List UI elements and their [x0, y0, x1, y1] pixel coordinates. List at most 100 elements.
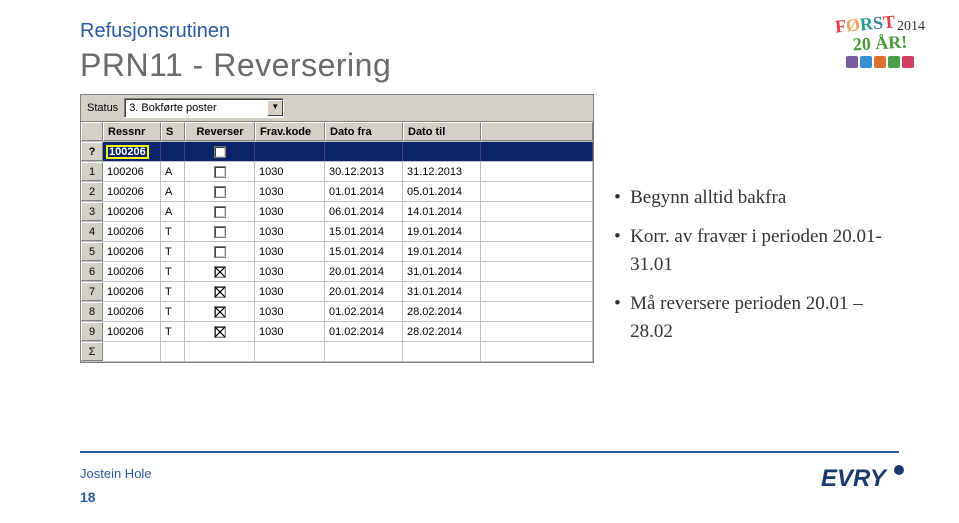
col-reverser[interactable]: Reverser [185, 122, 255, 141]
cell-datofra[interactable]: 20.01.2014 [325, 262, 403, 281]
cell-datofra[interactable]: 01.02.2014 [325, 302, 403, 321]
cell-fravkode[interactable]: 1030 [255, 262, 325, 281]
cell-ressnr[interactable]: 100206 [103, 142, 161, 161]
cell-fravkode[interactable]: 1030 [255, 222, 325, 241]
cell-datofra[interactable] [325, 142, 403, 161]
col-ressnr[interactable]: Ressnr [103, 122, 161, 141]
cell-reverser[interactable] [185, 282, 255, 301]
cell-datofra[interactable]: 06.01.2014 [325, 202, 403, 221]
cell-rest [481, 222, 593, 241]
cell-datotil[interactable]: 19.01.2014 [403, 222, 481, 241]
cell-datotil[interactable]: 31.12.2013 [403, 162, 481, 181]
cell-datofra[interactable]: 15.01.2014 [325, 222, 403, 241]
cell-s[interactable]: T [161, 282, 185, 301]
chevron-down-icon[interactable]: ▼ [267, 100, 283, 116]
slide-title: PRN11 - Reversering [80, 47, 899, 84]
cell-ressnr[interactable]: 100206 [103, 302, 161, 321]
table-row[interactable]: 4100206T103015.01.201419.01.2014 [81, 222, 593, 242]
row-sigma: Σ [81, 342, 103, 361]
checkbox-icon[interactable] [214, 166, 226, 178]
cell-s[interactable]: T [161, 322, 185, 341]
cell-datotil[interactable]: 31.01.2014 [403, 282, 481, 301]
row-index: 5 [81, 242, 103, 261]
checkbox-icon[interactable] [214, 286, 226, 298]
checkbox-icon[interactable] [214, 266, 226, 278]
cell-ressnr[interactable]: 100206 [103, 222, 161, 241]
logo-mini-icon [888, 56, 900, 68]
cell-reverser[interactable] [185, 222, 255, 241]
cell-reverser[interactable] [185, 262, 255, 281]
cell-fravkode[interactable]: 1030 [255, 242, 325, 261]
cell-fravkode[interactable]: 1030 [255, 302, 325, 321]
cell-ressnr[interactable]: 100206 [103, 182, 161, 201]
bullet-item: Korr. av fravær i perioden 20.01-31.01 [614, 223, 899, 280]
cell-datotil[interactable] [403, 142, 481, 161]
cell-reverser[interactable] [185, 322, 255, 341]
table-row[interactable]: 3100206A103006.01.201414.01.2014 [81, 202, 593, 222]
row-index: 2 [81, 182, 103, 201]
cell-fravkode[interactable] [255, 142, 325, 161]
col-datotil[interactable]: Dato til [403, 122, 481, 141]
logo-mini-icon [846, 56, 858, 68]
cell-datotil[interactable]: 14.01.2014 [403, 202, 481, 221]
cell-reverser[interactable] [185, 142, 255, 161]
col-s[interactable]: S [161, 122, 185, 141]
cell-s[interactable]: A [161, 202, 185, 221]
cell-fravkode[interactable]: 1030 [255, 202, 325, 221]
cell-datofra[interactable]: 15.01.2014 [325, 242, 403, 261]
checkbox-icon[interactable] [214, 326, 226, 338]
cell-ressnr[interactable]: 100206 [103, 202, 161, 221]
checkbox-icon[interactable] [214, 186, 226, 198]
cell-fravkode[interactable]: 1030 [255, 162, 325, 181]
cell-ressnr[interactable]: 100206 [103, 262, 161, 281]
table-row[interactable]: 7100206T 103020.01.201431.01.2014 [81, 282, 593, 302]
cell-s[interactable]: A [161, 182, 185, 201]
cell-s[interactable]: A [161, 162, 185, 181]
checkbox-icon[interactable] [214, 226, 226, 238]
cell-s[interactable]: T [161, 242, 185, 261]
table-row[interactable]: 5100206T 103015.01.201419.01.2014 [81, 242, 593, 262]
table-row[interactable]: 9100206T103001.02.201428.02.2014 [81, 322, 593, 342]
cell-s[interactable] [161, 142, 185, 161]
cell-datotil[interactable]: 28.02.2014 [403, 302, 481, 321]
checkbox-icon[interactable] [214, 246, 226, 258]
cell-datotil[interactable]: 28.02.2014 [403, 322, 481, 341]
cell-fravkode[interactable]: 1030 [255, 182, 325, 201]
cell-fravkode[interactable]: 1030 [255, 322, 325, 341]
grid-selected-row[interactable]: ? 100206 [81, 142, 593, 162]
cell-ressnr[interactable]: 100206 [103, 282, 161, 301]
table-row[interactable]: 1100206A103030.12.201331.12.2013 [81, 162, 593, 182]
cell-reverser[interactable] [185, 162, 255, 181]
cell-reverser[interactable] [185, 182, 255, 201]
cell-s[interactable]: T [161, 262, 185, 281]
col-fravkode[interactable]: Frav.kode [255, 122, 325, 141]
row-index: 8 [81, 302, 103, 321]
logo-mini-icon [874, 56, 886, 68]
table-row[interactable]: 6100206T103020.01.201431.01.2014 [81, 262, 593, 282]
row-index: 7 [81, 282, 103, 301]
row-index: ? [81, 142, 103, 161]
cell-ressnr[interactable]: 100206 [103, 242, 161, 261]
cell-ressnr[interactable]: 100206 [103, 162, 161, 181]
cell-datofra[interactable]: 01.02.2014 [325, 322, 403, 341]
cell-datotil[interactable]: 31.01.2014 [403, 262, 481, 281]
cell-datotil[interactable]: 05.01.2014 [403, 182, 481, 201]
cell-fravkode[interactable]: 1030 [255, 282, 325, 301]
cell-reverser[interactable] [185, 242, 255, 261]
status-dropdown[interactable]: 3. Bokførte poster ▼ [124, 98, 284, 118]
checkbox-icon[interactable] [214, 146, 226, 158]
checkbox-icon[interactable] [214, 206, 226, 218]
cell-datofra[interactable]: 20.01.2014 [325, 282, 403, 301]
cell-s[interactable]: T [161, 302, 185, 321]
cell-reverser[interactable] [185, 202, 255, 221]
checkbox-icon[interactable] [214, 306, 226, 318]
cell-datofra[interactable]: 30.12.2013 [325, 162, 403, 181]
cell-datotil[interactable]: 19.01.2014 [403, 242, 481, 261]
table-row[interactable]: 8100206T 103001.02.201428.02.2014 [81, 302, 593, 322]
cell-ressnr[interactable]: 100206 [103, 322, 161, 341]
cell-datofra[interactable]: 01.01.2014 [325, 182, 403, 201]
cell-s[interactable]: T [161, 222, 185, 241]
col-datofra[interactable]: Dato fra [325, 122, 403, 141]
table-row[interactable]: 2100206A 103001.01.201405.01.2014 [81, 182, 593, 202]
cell-reverser[interactable] [185, 302, 255, 321]
